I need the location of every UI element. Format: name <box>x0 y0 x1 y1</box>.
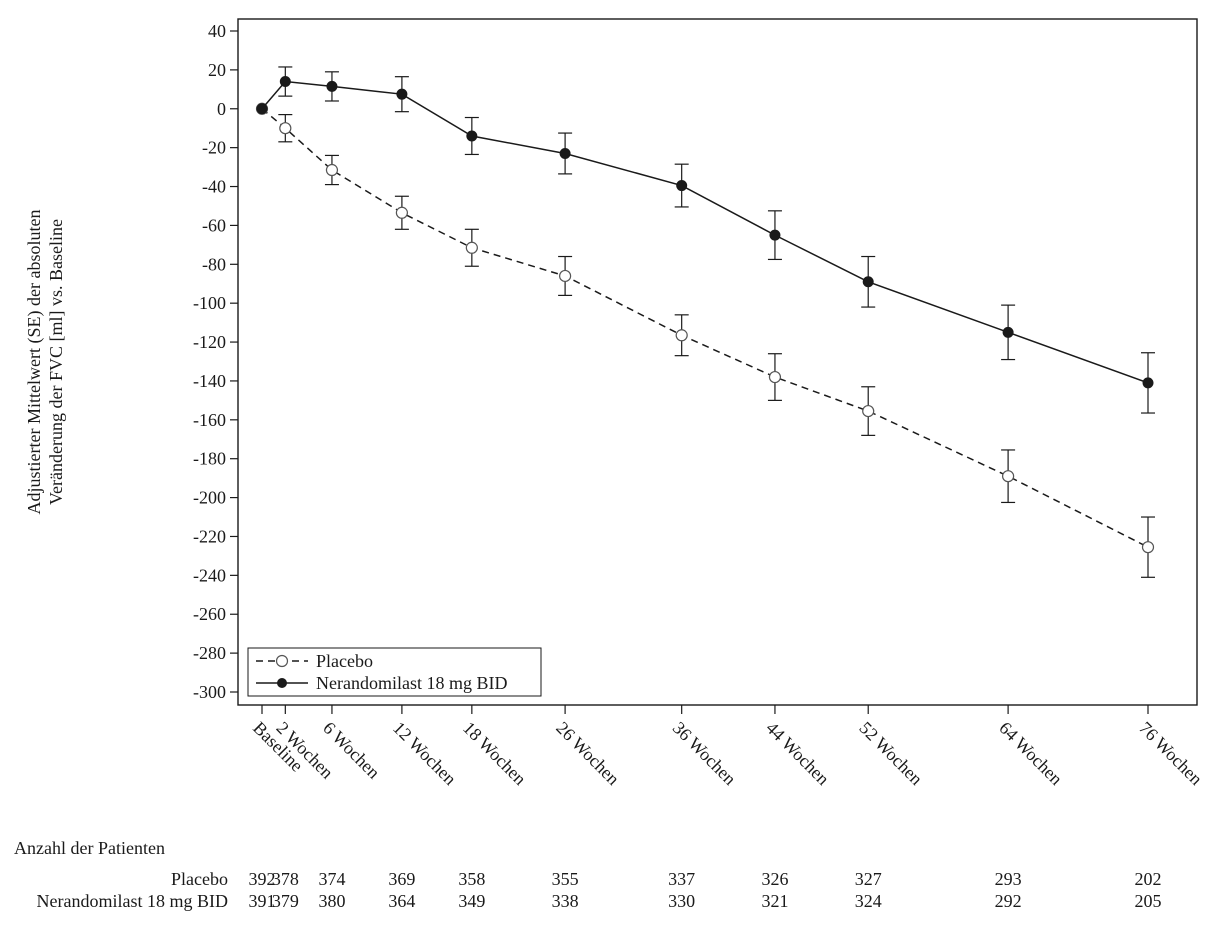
data-point <box>862 276 874 288</box>
x-tick-label: 52 Wochen <box>855 718 926 789</box>
patients-count: 374 <box>318 869 346 889</box>
data-point <box>465 241 478 254</box>
y-tick-label: 40 <box>208 21 226 41</box>
x-tick-label: 44 Wochen <box>762 718 833 789</box>
y-tick-label: -260 <box>193 604 226 624</box>
patients-count: 292 <box>994 891 1022 911</box>
y-tick-label: -160 <box>193 410 226 430</box>
y-tick-label: -60 <box>202 215 226 235</box>
patients-row-label: Placebo <box>171 869 228 889</box>
legend-marker <box>277 678 287 688</box>
x-tick-label: 12 Wochen <box>389 718 460 789</box>
data-point <box>1002 470 1015 483</box>
data-point <box>396 88 408 100</box>
y-tick-label: -180 <box>193 449 226 469</box>
y-tick-label: -200 <box>193 488 226 508</box>
patients-count: 337 <box>668 869 696 889</box>
series-line <box>261 108 1149 548</box>
y-tick-label: 20 <box>208 60 226 80</box>
legend-label: Nerandomilast 18 mg BID <box>316 673 507 693</box>
patients-count: 330 <box>668 891 696 911</box>
patients-count: 364 <box>388 891 416 911</box>
data-point <box>768 370 782 384</box>
data-point <box>675 329 688 342</box>
patients-count: 358 <box>458 869 486 889</box>
data-point <box>862 404 875 418</box>
legend-marker <box>275 654 289 668</box>
y-tick-label: -140 <box>193 371 226 391</box>
patients-count: 378 <box>271 869 299 889</box>
patients-count: 380 <box>318 891 346 911</box>
patients-count: 324 <box>854 891 882 911</box>
patients-count: 326 <box>761 869 789 889</box>
x-tick-label: 18 Wochen <box>459 718 530 789</box>
y-tick-label: -120 <box>193 332 226 352</box>
y-tick-label: 0 <box>217 99 226 119</box>
y-axis-label: Adjustierter Mittelwert (SE) der absolut… <box>24 210 66 515</box>
y-tick-label: -300 <box>193 682 226 702</box>
y-axis: 40 20 0 -20 -40 -60 -80 -100 -120 -140 -160 -180 -20… <box>193 21 238 702</box>
patients-count: 379 <box>271 891 299 911</box>
patients-count: 369 <box>388 869 416 889</box>
data-point <box>326 80 338 92</box>
data-point <box>279 76 291 88</box>
legend-label: Placebo <box>316 651 373 671</box>
series-line <box>261 80 1149 384</box>
data-point <box>1002 326 1014 338</box>
series-placebo <box>255 102 1155 578</box>
patients-count: 202 <box>1134 869 1162 889</box>
patients-count: 338 <box>551 891 579 911</box>
data-point <box>559 269 572 283</box>
data-point <box>279 122 292 135</box>
y-axis-label-line: Veränderung der FVC [ml] vs. Baseline <box>46 219 66 505</box>
fvc-chart: Adjustierter Mittelwert (SE) der absolut… <box>24 18 1206 789</box>
patients-count: 391 <box>248 891 276 911</box>
patients-count: 355 <box>551 869 579 889</box>
data-point <box>395 206 408 219</box>
data-point <box>769 229 781 241</box>
y-tick-label: -20 <box>202 138 226 158</box>
patients-count: 327 <box>854 869 882 889</box>
patients-row-label: Nerandomilast 18 mg BID <box>36 891 228 911</box>
y-tick-label: -220 <box>193 526 226 546</box>
patients-count: 293 <box>994 869 1022 889</box>
y-tick-label: -280 <box>193 643 226 663</box>
data-point <box>1142 377 1154 389</box>
x-tick-label: 36 Wochen <box>669 718 740 789</box>
legend-box <box>247 647 542 697</box>
data-point <box>1141 541 1155 554</box>
data-point <box>256 103 268 115</box>
series-layer <box>255 66 1155 578</box>
y-axis-label-line: Adjustierter Mittelwert (SE) der absolut… <box>24 210 45 515</box>
x-tick-label: 76 Wochen <box>1135 718 1206 789</box>
data-point <box>325 163 339 177</box>
y-tick-label: -40 <box>202 177 226 197</box>
x-tick-label: 64 Wochen <box>995 718 1066 789</box>
data-point <box>466 130 478 142</box>
plot-frame <box>237 18 1198 706</box>
x-tick-label: 26 Wochen <box>552 718 623 789</box>
patients-count: 205 <box>1134 891 1162 911</box>
patients-title: Anzahl der Patienten <box>14 838 165 858</box>
data-point <box>676 180 688 192</box>
series-nerandomilast <box>256 66 1155 414</box>
patients-count: 349 <box>458 891 486 911</box>
y-tick-label: -240 <box>193 565 226 585</box>
y-tick-label: -80 <box>202 254 226 274</box>
patients-count: 321 <box>761 891 789 911</box>
data-point <box>559 147 571 159</box>
patients-count: 392 <box>248 869 276 889</box>
y-tick-label: -100 <box>193 293 226 313</box>
